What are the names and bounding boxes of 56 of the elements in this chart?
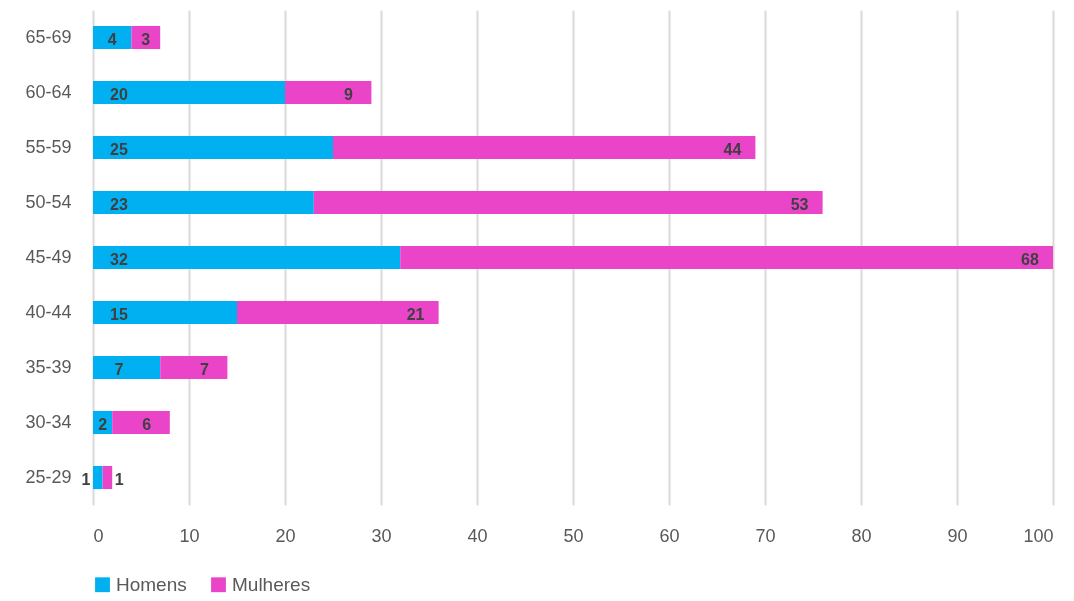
x-tick-label: 70 [755,525,776,546]
x-tick-label: 80 [851,525,872,546]
data-label: 4 [107,30,117,48]
bar [93,355,161,380]
x-tick-label: 40 [467,525,488,546]
data-label: 1 [114,470,124,488]
bar [400,245,1053,270]
x-tick-label: 10 [179,525,200,546]
data-label: 21 [406,305,425,323]
x-tick-label: 50 [563,525,584,546]
data-label: 32 [110,250,128,268]
y-tick-label: 65-69 [25,26,72,47]
data-label: 68 [1021,250,1039,268]
bar [112,410,170,435]
data-label: 1 [81,470,91,488]
data-label: 15 [110,305,128,323]
x-tick-label: 90 [947,525,968,546]
data-label: 6 [142,415,152,433]
x-tick-label: 20 [275,525,296,546]
y-tick-label: 40-44 [25,301,72,322]
legend-label: Mulheres [232,573,311,595]
bar [160,355,228,380]
data-label: 7 [114,360,124,378]
legend-label: Homens [116,573,187,595]
data-label: 9 [343,85,353,103]
bar [93,25,132,50]
bar [93,135,333,160]
x-tick-label: 100 [1023,525,1054,546]
x-tick-label: 30 [371,525,392,546]
data-label: 25 [110,140,128,158]
bar [93,245,401,270]
bar [102,465,113,490]
bar [93,190,314,215]
y-tick-label: 25-29 [25,466,72,487]
y-tick-label: 45-49 [25,246,72,267]
y-tick-label: 55-59 [25,136,72,157]
y-tick-label: 30-34 [25,411,72,432]
bar [93,465,103,490]
bar [313,190,823,215]
data-label: 7 [199,360,209,378]
x-tick-label: 0 [93,525,104,546]
data-label: 23 [110,195,128,213]
data-label: 44 [723,140,742,158]
y-tick-label: 35-39 [25,356,72,377]
y-tick-label: 60-64 [25,81,72,102]
data-label: 20 [110,85,128,103]
data-label: 2 [98,415,108,433]
bar [333,135,756,160]
bar [237,300,439,325]
bar [285,80,372,105]
y-tick-label: 50-54 [25,191,72,212]
x-tick-label: 60 [659,525,680,546]
bar [93,300,237,325]
bar [93,80,285,105]
data-label: 53 [790,195,809,213]
data-label: 3 [141,30,151,48]
